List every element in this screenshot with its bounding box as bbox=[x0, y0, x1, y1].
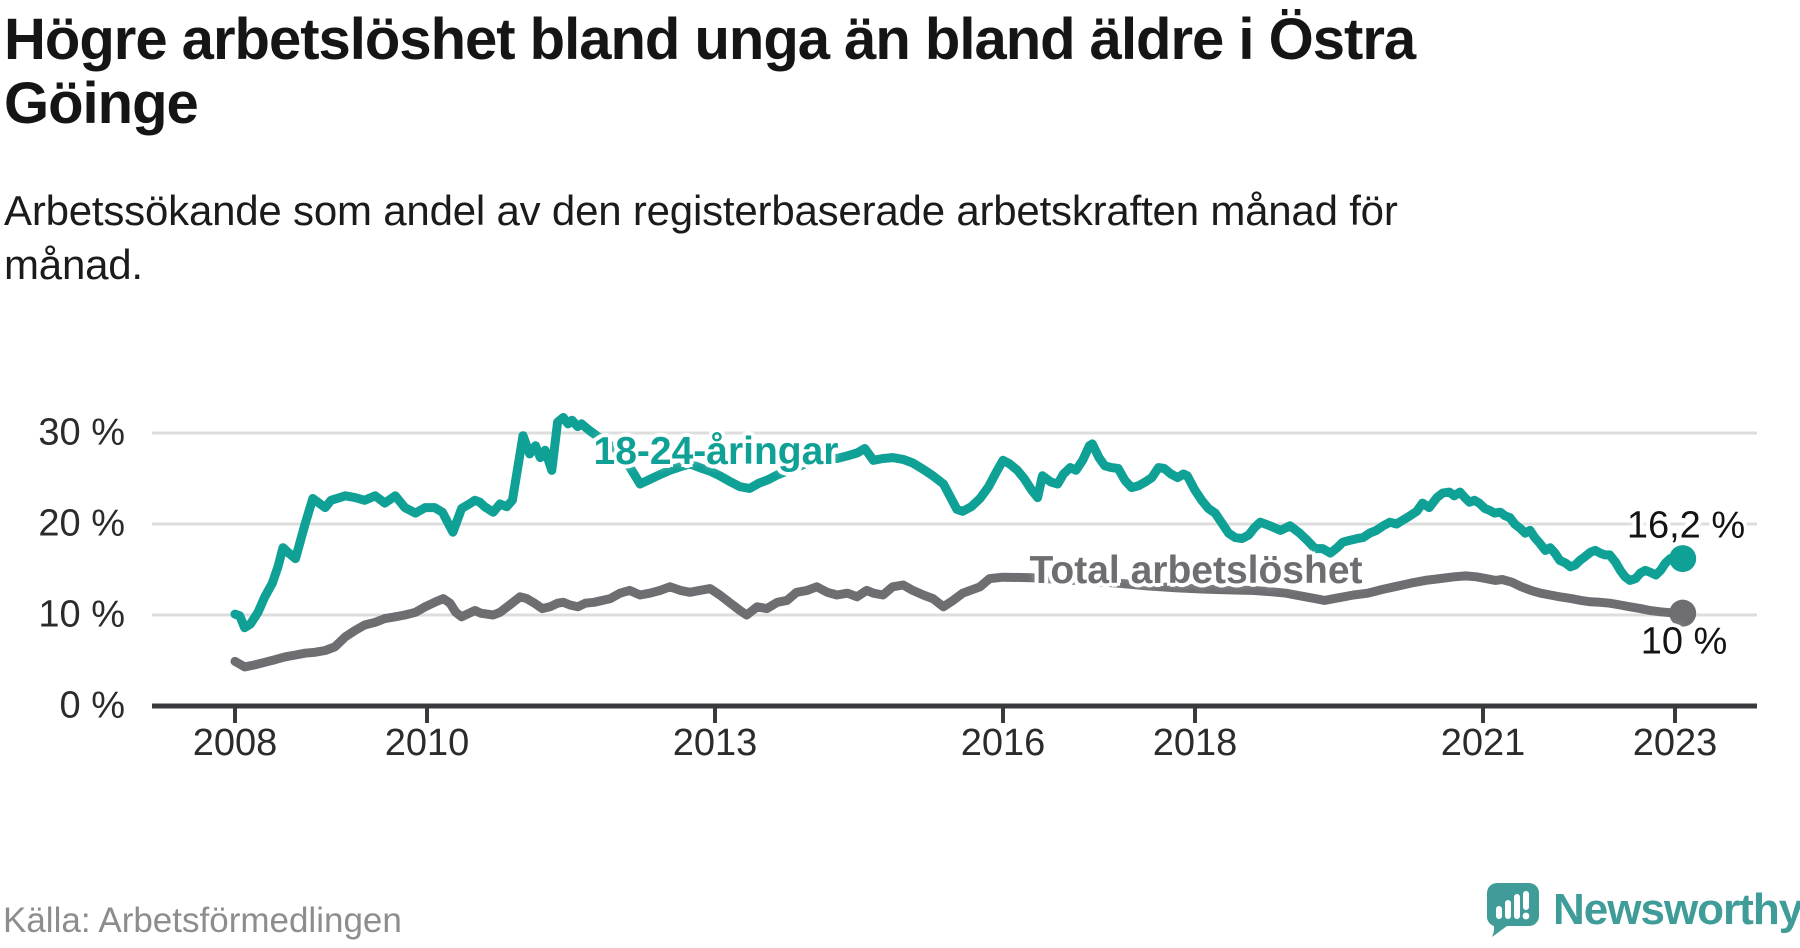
logo-bar-3 bbox=[1514, 894, 1520, 919]
y-tick-label: 30 % bbox=[38, 411, 125, 454]
page-title: Högre arbetslöshet bland unga än bland ä… bbox=[4, 7, 1416, 136]
series-label-total: Total arbetslöshet bbox=[1029, 549, 1363, 592]
line-Total arbetslöshet bbox=[230, 571, 1688, 672]
y-tick-label: 20 % bbox=[38, 502, 125, 545]
newsworthy-logo-text: Newsworthy bbox=[1553, 885, 1800, 934]
line-18-24-åringar bbox=[230, 413, 1688, 633]
end-dot-Total arbetslöshet bbox=[1669, 599, 1697, 627]
x-tick-label: 2021 bbox=[1440, 722, 1526, 764]
page-title-line2: Göinge bbox=[4, 71, 199, 136]
page-title-line1: Högre arbetslöshet bland unga än bland ä… bbox=[4, 7, 1416, 72]
end-value-label-youth: 16,2 % bbox=[1626, 504, 1746, 547]
chart-subtitle: Arbetssökande som andel av den registerb… bbox=[4, 184, 1398, 292]
x-tick-label: 2016 bbox=[960, 722, 1046, 764]
chart-subtitle-line1: Arbetssökande som andel av den registerb… bbox=[4, 187, 1398, 234]
y-tick-label: 0 % bbox=[59, 684, 125, 727]
series-label-youth: 18-24-åringar bbox=[593, 430, 839, 473]
logo-exclamation-dot bbox=[1522, 912, 1530, 920]
source-credit: Källa: Arbetsförmedlingen bbox=[3, 901, 402, 940]
logo-bar-1 bbox=[1496, 906, 1502, 919]
newsworthy-logo: Newsworthy bbox=[1486, 882, 1800, 938]
x-tick-label: 2010 bbox=[384, 722, 470, 764]
x-tick-label: 2013 bbox=[672, 722, 758, 764]
newsworthy-badge-icon bbox=[1486, 883, 1539, 937]
logo-exclamation-bar bbox=[1523, 891, 1529, 910]
x-tick-label: 2018 bbox=[1152, 722, 1238, 764]
chart-subtitle-line2: månad. bbox=[4, 241, 143, 288]
end-dot-18-24-åringar bbox=[1669, 545, 1697, 573]
x-tick-label: 2008 bbox=[192, 722, 278, 764]
logo-bar-2 bbox=[1505, 900, 1511, 919]
end-value-label-total: 10 % bbox=[1640, 620, 1728, 663]
x-tick-label: 2023 bbox=[1632, 722, 1718, 764]
y-tick-label: 10 % bbox=[38, 593, 125, 636]
